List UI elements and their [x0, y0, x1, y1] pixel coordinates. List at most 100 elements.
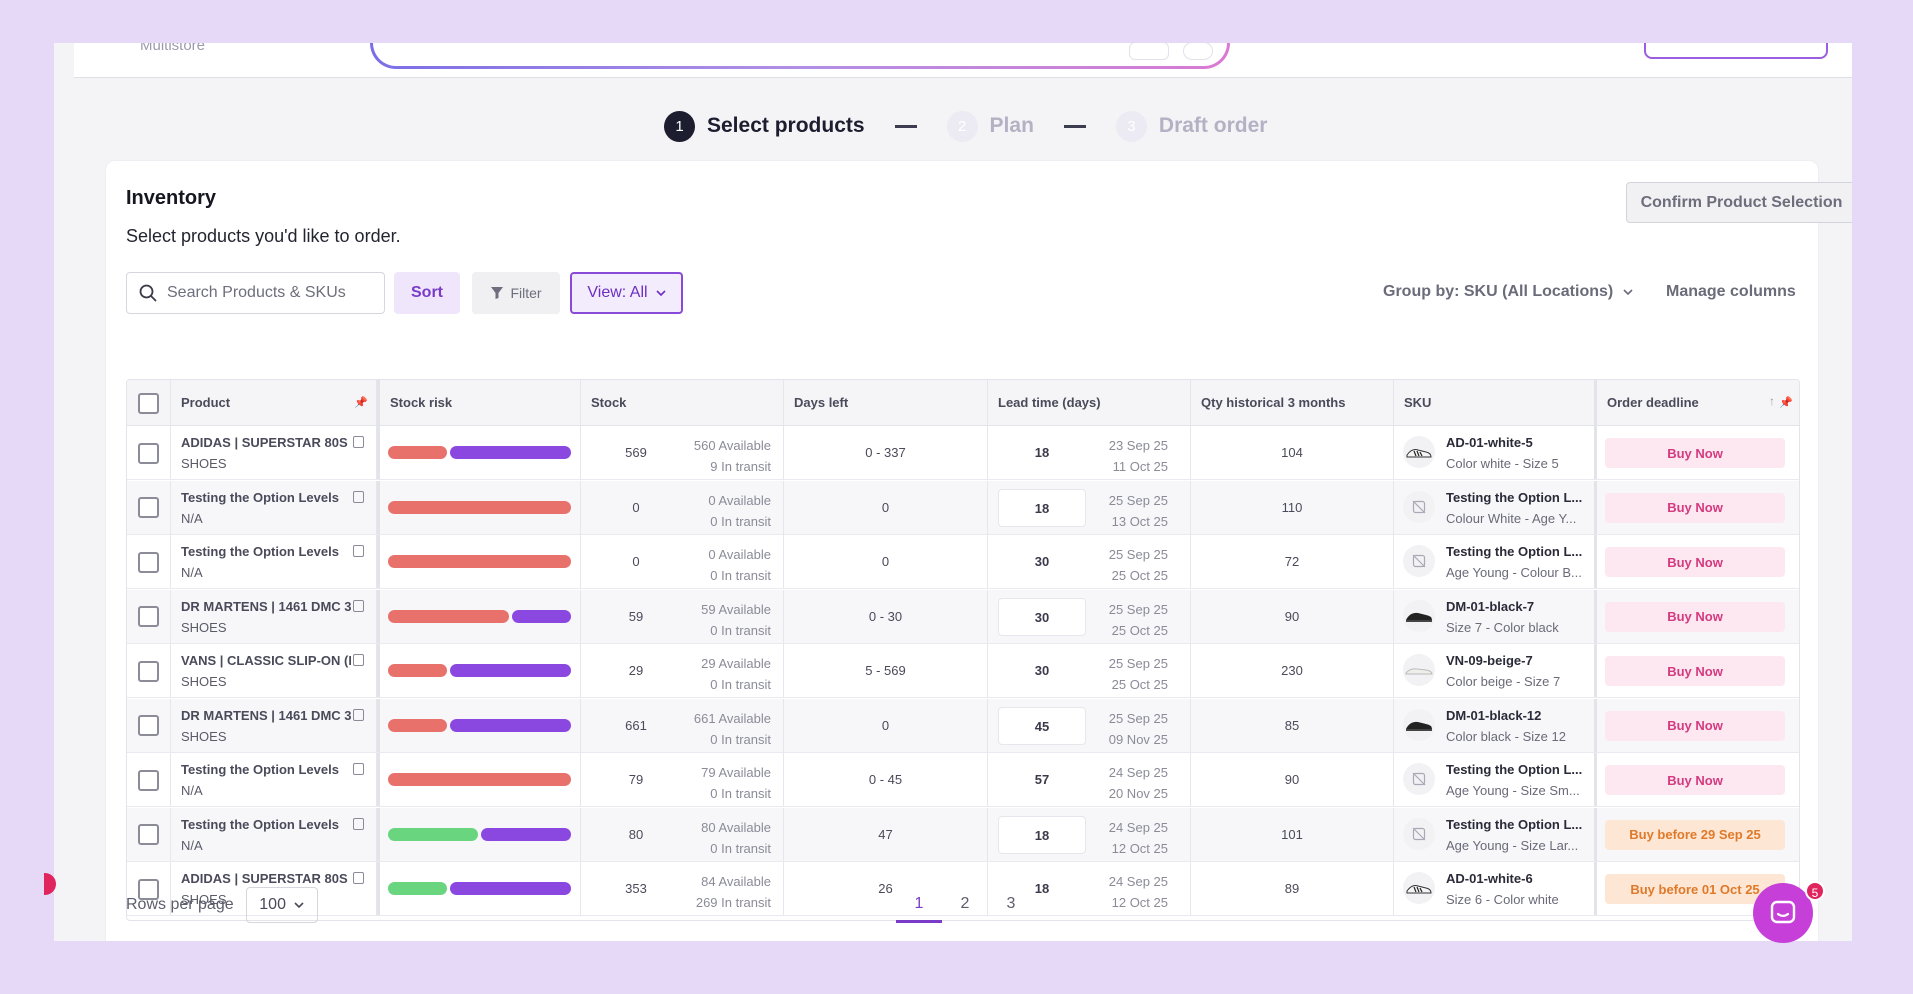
page-1-button[interactable]: 1	[896, 887, 942, 923]
product-cell[interactable]: Testing the Option Levels N/A	[171, 480, 377, 534]
copy-icon[interactable]	[353, 817, 364, 830]
table-row[interactable]: DR MARTENS | 1461 DMC 3-E SHOES 661 661 Ava…	[127, 698, 1799, 753]
buy-now-button[interactable]: Buy Now	[1605, 710, 1785, 741]
column-header-days-left[interactable]: Days left	[784, 380, 988, 425]
buy-now-button[interactable]: Buy Now	[1605, 492, 1785, 523]
product-cell[interactable]: Testing the Option Levels N/A	[171, 753, 377, 806]
column-header-sku[interactable]: SKU	[1394, 380, 1597, 425]
search-box[interactable]	[126, 272, 385, 314]
lead-time-value[interactable]: 30	[1034, 663, 1050, 678]
copy-icon[interactable]	[353, 436, 364, 448]
row-checkbox[interactable]	[138, 824, 159, 845]
product-cell[interactable]: ADIDAS | SUPERSTAR 80S SHOES	[171, 862, 377, 915]
copy-icon[interactable]	[353, 708, 364, 721]
step-plan[interactable]: 2 Plan	[946, 110, 1034, 142]
copy-icon[interactable]	[353, 599, 364, 612]
buy-before-button[interactable]: Buy before 01 Oct 25	[1605, 874, 1785, 904]
ai-search-bar[interactable]	[370, 43, 1230, 69]
lead-time-value[interactable]: 18	[1034, 445, 1050, 460]
step-draft-order[interactable]: 3 Draft order	[1115, 110, 1267, 142]
column-header-lead-time[interactable]: Lead time (days)	[988, 380, 1191, 425]
product-cell[interactable]: VANS | CLASSIC SLIP-ON (PE SHOES	[171, 644, 377, 697]
step-select-products[interactable]: 1 Select products	[664, 110, 865, 142]
column-header-stock-risk[interactable]: Stock risk	[377, 380, 581, 425]
manage-columns-button[interactable]: Manage columns	[1666, 283, 1796, 300]
filter-button[interactable]: Filter	[472, 272, 560, 314]
sort-button[interactable]: Sort	[394, 272, 460, 314]
sku-cell[interactable]: Testing the Option L... Age Young - Size …	[1394, 807, 1597, 861]
copy-icon[interactable]	[353, 490, 364, 503]
group-by-select[interactable]: Group by: SKU (All Locations)	[1383, 283, 1633, 301]
copy-icon[interactable]	[353, 763, 364, 775]
table-row[interactable]: Testing the Option Levels N/A 0 0 Available…	[127, 535, 1799, 589]
copy-icon[interactable]	[353, 872, 364, 884]
product-cell[interactable]: Testing the Option Levels N/A	[171, 535, 377, 588]
header-action-button[interactable]	[1644, 43, 1828, 59]
product-cell[interactable]: DR MARTENS | 1461 DMC 3-E SHOES	[171, 698, 377, 752]
table-row[interactable]: Testing the Option Levels N/A 80 80 Availab…	[127, 807, 1799, 862]
table-row[interactable]: VANS | CLASSIC SLIP-ON (PE SHOES 29 29 Avai…	[127, 644, 1799, 698]
pin-icon[interactable]: 📌	[354, 397, 368, 409]
days-left-value: 0 - 337	[865, 445, 906, 460]
product-cell[interactable]: ADIDAS | SUPERSTAR 80S SHOES	[171, 426, 377, 479]
inventory-card: Inventory Select products you'd like to …	[105, 160, 1852, 941]
row-checkbox[interactable]	[138, 715, 159, 736]
column-header-stock[interactable]: Stock	[581, 380, 784, 425]
stock-risk-bar	[388, 827, 571, 841]
table-row[interactable]: DR MARTENS | 1461 DMC 3-E SHOES 59 59 Avail…	[127, 589, 1799, 644]
search-input[interactable]	[167, 284, 367, 302]
sku-cell[interactable]: DM-01-black-7 Size 7 - Color black	[1394, 589, 1597, 643]
confirm-selection-button[interactable]: Confirm Product Selection	[1626, 182, 1852, 223]
select-all-checkbox[interactable]	[138, 392, 159, 414]
buy-now-button[interactable]: Buy Now	[1605, 656, 1785, 686]
sku-cell[interactable]: Testing the Option L... Colour White - Ag…	[1394, 480, 1597, 534]
page-2-button[interactable]: 2	[960, 895, 970, 912]
lead-time-value[interactable]: 30	[1034, 554, 1050, 569]
table-row[interactable]: ADIDAS | SUPERSTAR 80S SHOES 353 84 Availab…	[127, 862, 1799, 916]
row-checkbox[interactable]	[138, 660, 159, 682]
stock-risk-bar	[388, 718, 571, 732]
ai-bar-shortcut[interactable]	[1129, 43, 1169, 60]
column-header-product[interactable]: Product 📌	[171, 380, 377, 425]
column-header-qty-historical[interactable]: Qty historical 3 months	[1191, 380, 1394, 425]
copy-icon[interactable]	[353, 654, 364, 666]
lead-time-value[interactable]: 30	[998, 597, 1086, 636]
row-checkbox[interactable]	[138, 442, 159, 464]
sku-cell[interactable]: AD-01-white-6 Size 6 - Color white	[1394, 862, 1597, 915]
product-cell[interactable]: DR MARTENS | 1461 DMC 3-E SHOES	[171, 589, 377, 643]
row-checkbox[interactable]	[138, 769, 159, 791]
lead-time-value[interactable]: 18	[998, 488, 1086, 527]
ai-bar-submit[interactable]	[1183, 43, 1213, 60]
sku-cell[interactable]: Testing the Option L... Age Young - Size …	[1394, 753, 1597, 806]
row-checkbox[interactable]	[138, 606, 159, 627]
lead-time-value[interactable]: 57	[1034, 772, 1050, 787]
buy-now-button[interactable]: Buy Now	[1605, 601, 1785, 632]
buy-before-button[interactable]: Buy before 29 Sep 25	[1605, 819, 1785, 850]
buy-now-button[interactable]: Buy Now	[1605, 547, 1785, 577]
table-row[interactable]: Testing the Option Levels N/A 0 0 Available…	[127, 480, 1799, 535]
lead-time-value[interactable]: 18	[998, 815, 1086, 854]
pin-icon[interactable]: 📌	[1779, 397, 1793, 409]
buy-now-button[interactable]: Buy Now	[1605, 765, 1785, 795]
chat-launcher[interactable]	[1753, 883, 1813, 943]
sku-cell[interactable]: VN-09-beige-7 Color beige - Size 7	[1394, 644, 1597, 697]
sku-cell[interactable]: DM-01-black-12 Color black - Size 12	[1394, 698, 1597, 752]
view-select[interactable]: View: All	[570, 272, 683, 314]
page-3-button[interactable]: 3	[1006, 895, 1016, 912]
row-checkbox[interactable]	[138, 551, 159, 573]
copy-icon[interactable]	[353, 545, 364, 557]
sku-cell[interactable]: AD-01-white-5 Color white - Size 5	[1394, 426, 1597, 479]
sort-ascending-icon[interactable]: ↑	[1769, 394, 1775, 408]
row-checkbox[interactable]	[138, 497, 159, 518]
product-cell[interactable]: Testing the Option Levels N/A	[171, 807, 377, 861]
sku-cell[interactable]: Testing the Option L... Age Young - Colou…	[1394, 535, 1597, 588]
column-header-order-deadline[interactable]: Order deadline ↑ 📌	[1597, 380, 1799, 425]
rows-per-page-select[interactable]: 100	[245, 887, 318, 923]
lead-time-value[interactable]: 18	[1034, 881, 1050, 896]
row-checkbox[interactable]	[138, 878, 159, 900]
lead-time-value[interactable]: 45	[998, 706, 1086, 745]
table-row[interactable]: Testing the Option Levels N/A 79 79 Availab…	[127, 753, 1799, 807]
table-row[interactable]: ADIDAS | SUPERSTAR 80S SHOES 569 560 Availa…	[127, 426, 1799, 480]
notification-dot[interactable]	[44, 873, 56, 895]
buy-now-button[interactable]: Buy Now	[1605, 438, 1785, 468]
